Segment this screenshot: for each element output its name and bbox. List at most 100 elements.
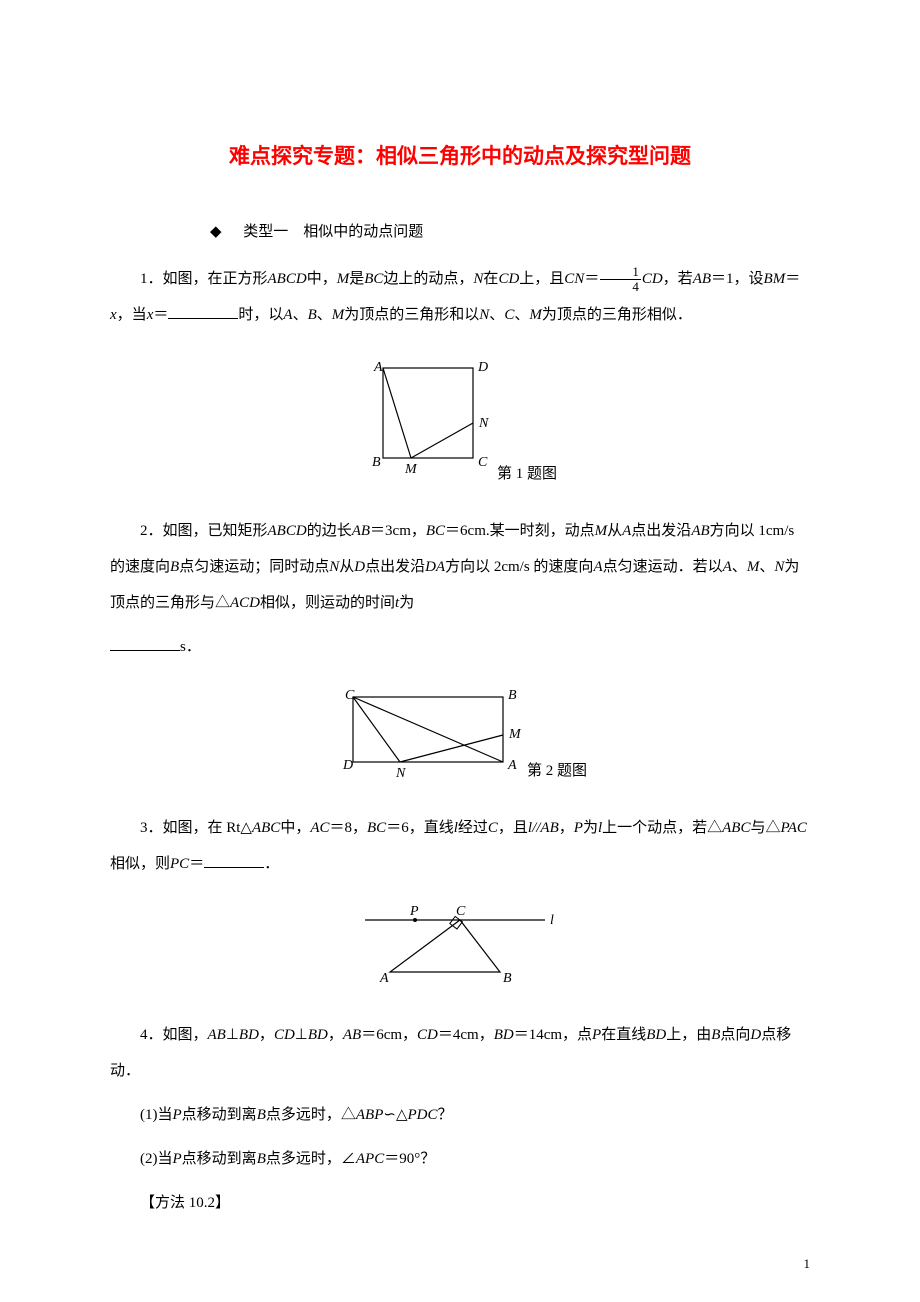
- fig-label: M: [404, 462, 418, 477]
- problem-text: 相似，则: [110, 856, 170, 872]
- math-var: D: [750, 1027, 761, 1043]
- problem-text: ，: [328, 1027, 343, 1043]
- problem-text: ∽△: [383, 1107, 407, 1123]
- problem-text: ．: [264, 856, 279, 872]
- problem-text: 点多远时，∠: [266, 1151, 356, 1167]
- page-number: 1: [804, 1256, 811, 1272]
- problem-text: 相似，则运动的时间: [260, 595, 395, 611]
- problem-text: 4．如图，: [140, 1027, 208, 1043]
- problem-text: 边上的动点，: [383, 271, 473, 287]
- math-var: M: [529, 307, 542, 323]
- problem-text: 与△: [750, 820, 780, 836]
- title-text: 难点探究专题：相似三角形中的动点及探究型问题: [229, 145, 691, 168]
- math-value: 1: [726, 271, 734, 287]
- figure-1-svg: A D B C M N: [363, 353, 493, 483]
- fig-label: C: [478, 455, 488, 470]
- problem-text: ＝6cm.某一时刻，动点: [445, 523, 595, 539]
- math-var: N: [329, 559, 339, 575]
- math-var: A: [283, 307, 292, 323]
- problem-2: 2．如图，已知矩形ABCD的边长AB＝3cm，BC＝6cm.某一时刻，动点M从A…: [110, 513, 810, 621]
- category-heading: ◆ 类型一 相似中的动点问题: [110, 220, 810, 241]
- problem-text: 为顶点的三角形相似．: [542, 307, 692, 323]
- problem-text: 、: [293, 307, 308, 323]
- math-var: APC: [356, 1151, 384, 1167]
- math-var: BD: [646, 1027, 666, 1043]
- math-var: A: [622, 523, 631, 539]
- figure-2-svg: C B D A M N: [333, 685, 523, 780]
- fig-label: C: [456, 904, 466, 919]
- math-var: ABP: [356, 1107, 384, 1123]
- category-label: 类型一 相似中的动点问题: [243, 224, 423, 240]
- problem-text: ⊥: [226, 1027, 239, 1043]
- fraction-numerator: 1: [600, 265, 641, 280]
- problem-1: 1．如图，在正方形ABCD中，M是BC边上的动点，N在CD上，且CN＝14CD，…: [110, 261, 810, 333]
- document-title: 难点探究专题：相似三角形中的动点及探究型问题: [110, 140, 810, 170]
- fraction: 14: [600, 265, 641, 293]
- math-var: M: [595, 523, 608, 539]
- problem-text: 从: [339, 559, 354, 575]
- math-var: DA: [425, 559, 445, 575]
- problem-text: 3．如图，在 Rt△: [140, 820, 252, 836]
- math-var: CD: [642, 271, 663, 287]
- fig-label: D: [342, 758, 353, 773]
- fig-label: B: [503, 971, 512, 986]
- problem-text: 点出发沿: [365, 559, 425, 575]
- math-var: BC: [367, 820, 386, 836]
- problem-text: 、: [732, 559, 747, 575]
- problem-text: 从: [607, 523, 622, 539]
- problem-text: 时，以: [238, 307, 283, 323]
- math-var: CN: [564, 271, 584, 287]
- math-var: CD: [498, 271, 519, 287]
- problem-text: 方向以 2cm/s 的速度向: [445, 559, 593, 575]
- fig-label: C: [345, 688, 355, 703]
- problem-text: 经过: [458, 820, 488, 836]
- math-var: N: [774, 559, 784, 575]
- problem-text: ＝: [153, 307, 168, 323]
- problem-text: 点移动到离: [182, 1151, 257, 1167]
- problem-2-cont: s．: [110, 629, 810, 665]
- figure-caption: 第 1 题图: [497, 462, 557, 483]
- problem-text: 在直线: [601, 1027, 646, 1043]
- problem-text: ＝8，: [330, 820, 368, 836]
- fig-label: N: [395, 766, 406, 780]
- math-var: A: [593, 559, 602, 575]
- math-var: B: [257, 1107, 266, 1123]
- fill-blank: [204, 852, 264, 868]
- math-var: BD: [239, 1027, 259, 1043]
- math-var: PDC: [407, 1107, 437, 1123]
- problem-text: ＝6cm，: [361, 1027, 417, 1043]
- problem-text: 点多远时，△: [266, 1107, 356, 1123]
- problem-text: 点匀速运动；同时动点: [179, 559, 329, 575]
- math-var: l//AB: [528, 820, 559, 836]
- fig-label: P: [409, 904, 419, 919]
- problem-text: s．: [180, 639, 201, 655]
- problem-text: 中，: [307, 271, 337, 287]
- math-var: BC: [364, 271, 383, 287]
- problem-text: 为: [583, 820, 598, 836]
- fig-label: M: [508, 727, 522, 742]
- problem-text: ？: [437, 1107, 452, 1123]
- math-var: AB: [343, 1027, 361, 1043]
- figure-2: C B D A M N 第 2 题图: [110, 685, 810, 780]
- math-var: PAC: [781, 820, 807, 836]
- method-ref: 【方法 10.2】: [110, 1185, 810, 1221]
- problem-text: ＝: [189, 856, 204, 872]
- math-var: CD: [417, 1027, 438, 1043]
- problem-text: 、: [489, 307, 504, 323]
- math-var: P: [592, 1027, 601, 1043]
- fig-label: N: [478, 416, 489, 431]
- problem-text: 点匀速运动．若以: [603, 559, 723, 575]
- problem-text: ，若: [663, 271, 693, 287]
- math-var: x: [110, 307, 117, 323]
- problem-text: (2)当: [140, 1151, 173, 1167]
- math-var: CD: [274, 1027, 295, 1043]
- math-var: ACD: [230, 595, 260, 611]
- problem-text: ＝14cm，点: [514, 1027, 592, 1043]
- math-var: C: [488, 820, 498, 836]
- math-var: AB: [352, 523, 370, 539]
- fig-label: B: [508, 688, 517, 703]
- math-var: BD: [494, 1027, 514, 1043]
- problem-text: 在: [483, 271, 498, 287]
- math-var: AC: [310, 820, 329, 836]
- math-var: B: [257, 1151, 266, 1167]
